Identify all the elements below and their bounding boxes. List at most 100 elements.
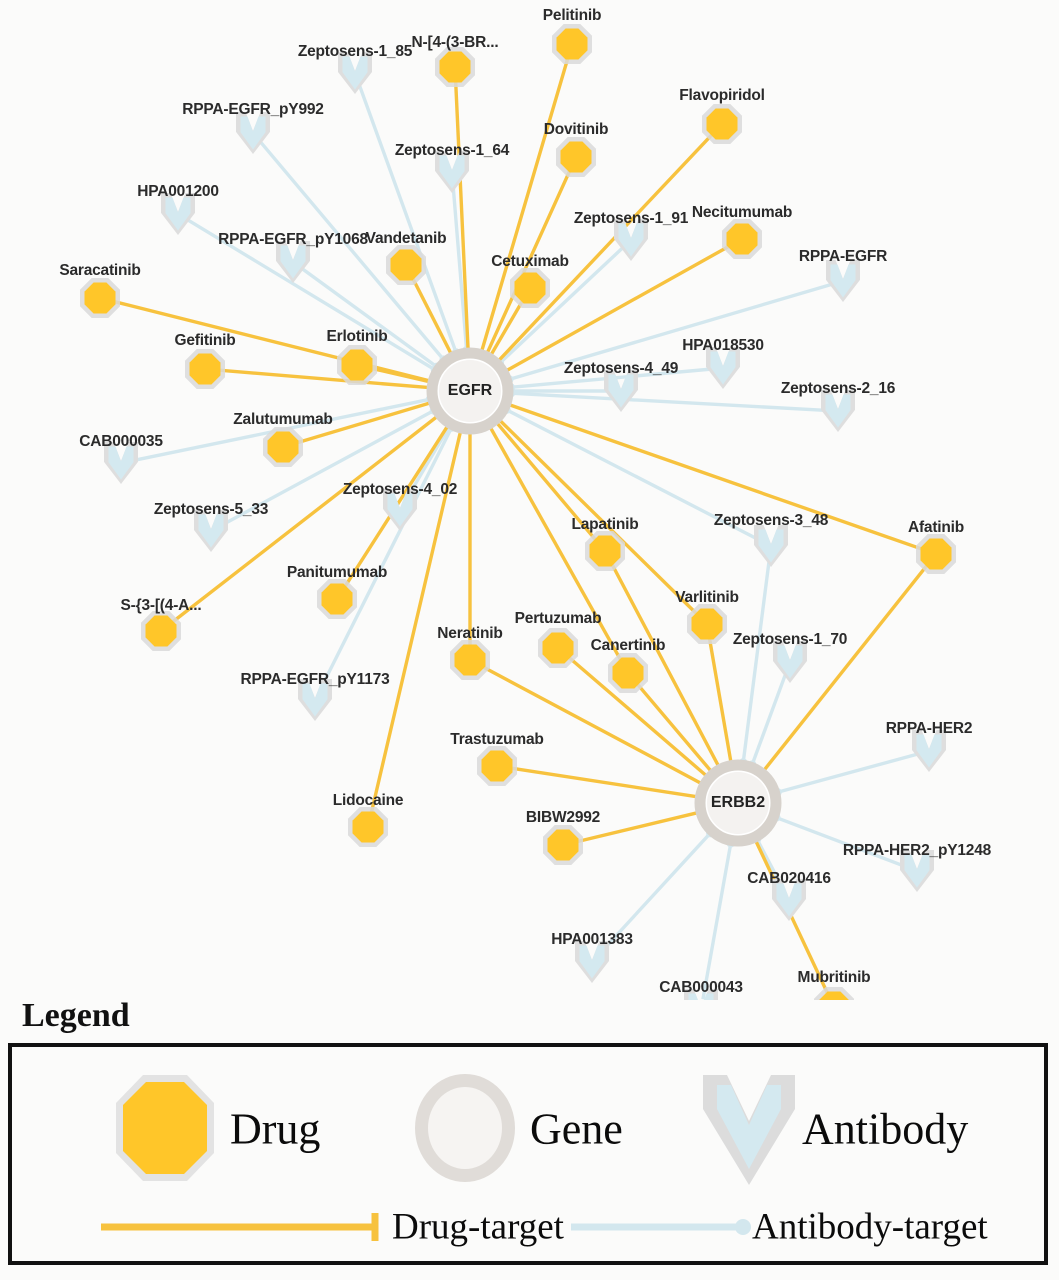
antibody-node[interactable] — [826, 260, 860, 302]
gene-circle-icon — [415, 1074, 515, 1182]
edge — [485, 168, 573, 355]
edge — [112, 299, 431, 383]
antibody-node[interactable] — [236, 112, 270, 154]
antibody-node[interactable] — [194, 510, 228, 552]
antibody-node[interactable] — [604, 370, 638, 412]
gene-node[interactable] — [426, 347, 514, 435]
edge — [777, 752, 919, 794]
edge — [294, 401, 432, 445]
drug-node[interactable] — [552, 24, 592, 64]
drug-node[interactable] — [722, 219, 762, 259]
antibody-target-legend-label: Antibody-target — [752, 1206, 988, 1248]
antibody-node[interactable] — [773, 641, 807, 683]
drug-node[interactable] — [585, 531, 625, 571]
edge — [495, 421, 598, 543]
antibody-node[interactable] — [298, 679, 332, 721]
antibody-node[interactable] — [706, 347, 740, 389]
drug-node[interactable] — [141, 611, 181, 651]
antibody-node[interactable] — [772, 879, 806, 921]
legend: Legend Drug Gene Antibody Drug-target — [0, 995, 1059, 1280]
antibody-node[interactable] — [435, 151, 469, 193]
antibody-node[interactable] — [575, 941, 609, 983]
antibody-node[interactable] — [684, 989, 718, 1000]
edge — [170, 414, 439, 625]
drug-node[interactable] — [348, 807, 388, 847]
drug-node[interactable] — [477, 746, 517, 786]
edge — [753, 839, 831, 996]
edge — [498, 418, 699, 617]
drug-node[interactable] — [80, 278, 120, 318]
drug-octagon-icon — [116, 1075, 214, 1181]
edge — [575, 810, 699, 844]
drug-node[interactable] — [814, 987, 854, 1000]
edge — [762, 563, 930, 772]
drug-node[interactable] — [263, 427, 303, 467]
antibody-node[interactable] — [276, 241, 310, 283]
drug-node[interactable] — [386, 245, 426, 285]
drug-node[interactable] — [916, 534, 956, 574]
edge — [451, 182, 469, 351]
antibody-node[interactable] — [900, 850, 934, 892]
antibody-node[interactable] — [821, 390, 855, 432]
drug-node[interactable] — [543, 825, 583, 865]
drug-target-legend-label: Drug-target — [392, 1206, 564, 1248]
drug-node[interactable] — [185, 349, 225, 389]
edge — [369, 366, 431, 384]
edge — [453, 79, 470, 351]
antibody-node[interactable] — [754, 525, 788, 567]
antibody-chevron-icon — [703, 1075, 795, 1185]
edge — [217, 368, 430, 390]
edge — [369, 430, 463, 815]
drug-node[interactable] — [450, 640, 490, 680]
edge — [598, 832, 712, 956]
gene-label: EGFR — [447, 382, 493, 399]
edge — [404, 425, 451, 502]
edge — [508, 282, 833, 382]
drug-node[interactable] — [702, 104, 742, 144]
edge — [510, 391, 828, 413]
antibody-node[interactable] — [161, 193, 195, 235]
legend-title: Legend — [22, 997, 130, 1034]
network-canvas — [80, 24, 956, 1000]
gene-legend-label: Gene — [530, 1104, 623, 1154]
edge — [505, 408, 762, 543]
drug-node[interactable] — [435, 47, 475, 87]
legend-box: Drug Gene Antibody Drug-target Antibody-… — [8, 1043, 1048, 1265]
edge — [219, 409, 435, 528]
edge — [635, 681, 713, 773]
antibody-node[interactable] — [912, 730, 946, 772]
drug-node[interactable] — [317, 579, 357, 619]
edge — [775, 815, 908, 869]
edge — [504, 243, 732, 373]
antibody-node[interactable] — [104, 442, 138, 484]
edge — [186, 218, 436, 372]
antibody-node[interactable] — [383, 489, 417, 531]
antibody-target-edge-icon — [571, 1219, 751, 1235]
antibody-legend-label: Antibody — [802, 1104, 969, 1154]
node-layer — [80, 24, 956, 1000]
drug-node[interactable] — [556, 137, 596, 177]
edge-layer — [112, 55, 930, 1000]
drug-legend-label: Drug — [230, 1104, 321, 1154]
antibody-node[interactable] — [338, 52, 372, 94]
edge — [357, 82, 458, 354]
gene-node[interactable] — [694, 759, 782, 847]
gene-label: ERBB2 — [710, 794, 766, 811]
edge — [496, 132, 715, 363]
drug-node[interactable] — [510, 268, 550, 308]
drug-node[interactable] — [337, 345, 377, 385]
edge — [318, 426, 454, 691]
drug-node[interactable] — [538, 628, 578, 668]
edge — [489, 298, 525, 357]
edge — [741, 556, 772, 763]
edge — [498, 246, 625, 365]
drug-node[interactable] — [687, 604, 727, 644]
edge — [701, 843, 733, 1000]
edge — [488, 425, 624, 663]
edge — [508, 402, 925, 552]
drug-node[interactable] — [608, 653, 648, 693]
antibody-node[interactable] — [614, 219, 648, 261]
edge — [479, 55, 570, 353]
edge — [300, 267, 438, 369]
